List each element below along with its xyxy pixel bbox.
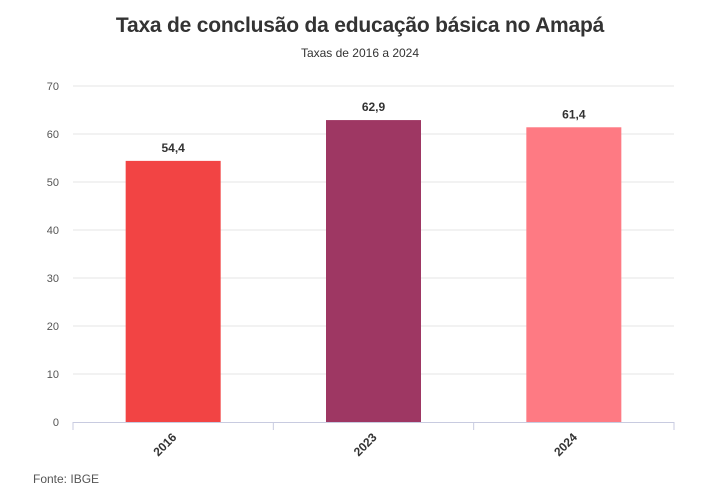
bars	[125, 120, 622, 422]
y-tick-label: 40	[47, 225, 59, 237]
data-label: 61,4	[562, 107, 586, 121]
x-axis	[72, 422, 675, 430]
chart-title: Taxa de conclusão da educação básica no …	[115, 14, 605, 37]
x-tick-label: 2024	[551, 430, 580, 459]
x-tick-label: 2023	[351, 430, 380, 459]
data-labels: 54,4 62,9 61,4	[161, 100, 585, 155]
data-label: 54,4	[161, 141, 185, 155]
y-tick-label: 30	[47, 273, 59, 285]
y-tick-label: 0	[53, 417, 59, 429]
y-axis-ticks: 0 10 20 30 40 50 60 70	[47, 81, 59, 429]
source-note: Fonte: IBGE	[33, 472, 100, 486]
bar-2023	[326, 120, 421, 422]
x-axis-ticks: 2016 2023 2024	[151, 430, 581, 459]
y-tick-label: 70	[47, 81, 59, 93]
data-label: 62,9	[362, 100, 386, 114]
y-tick-label: 50	[47, 177, 59, 189]
x-tick-label: 2016	[151, 430, 180, 459]
bar-2024	[526, 127, 622, 422]
chart-subtitle: Taxas de 2016 a 2024	[300, 46, 420, 60]
bar-chart: 0 10 20 30 40 50 60 70 54,4 62,9 61,4 2016 2023 202…	[47, 81, 675, 459]
y-tick-label: 20	[47, 321, 59, 333]
y-tick-label: 60	[47, 129, 59, 141]
bar-2016	[125, 160, 221, 422]
y-tick-label: 10	[47, 369, 59, 381]
